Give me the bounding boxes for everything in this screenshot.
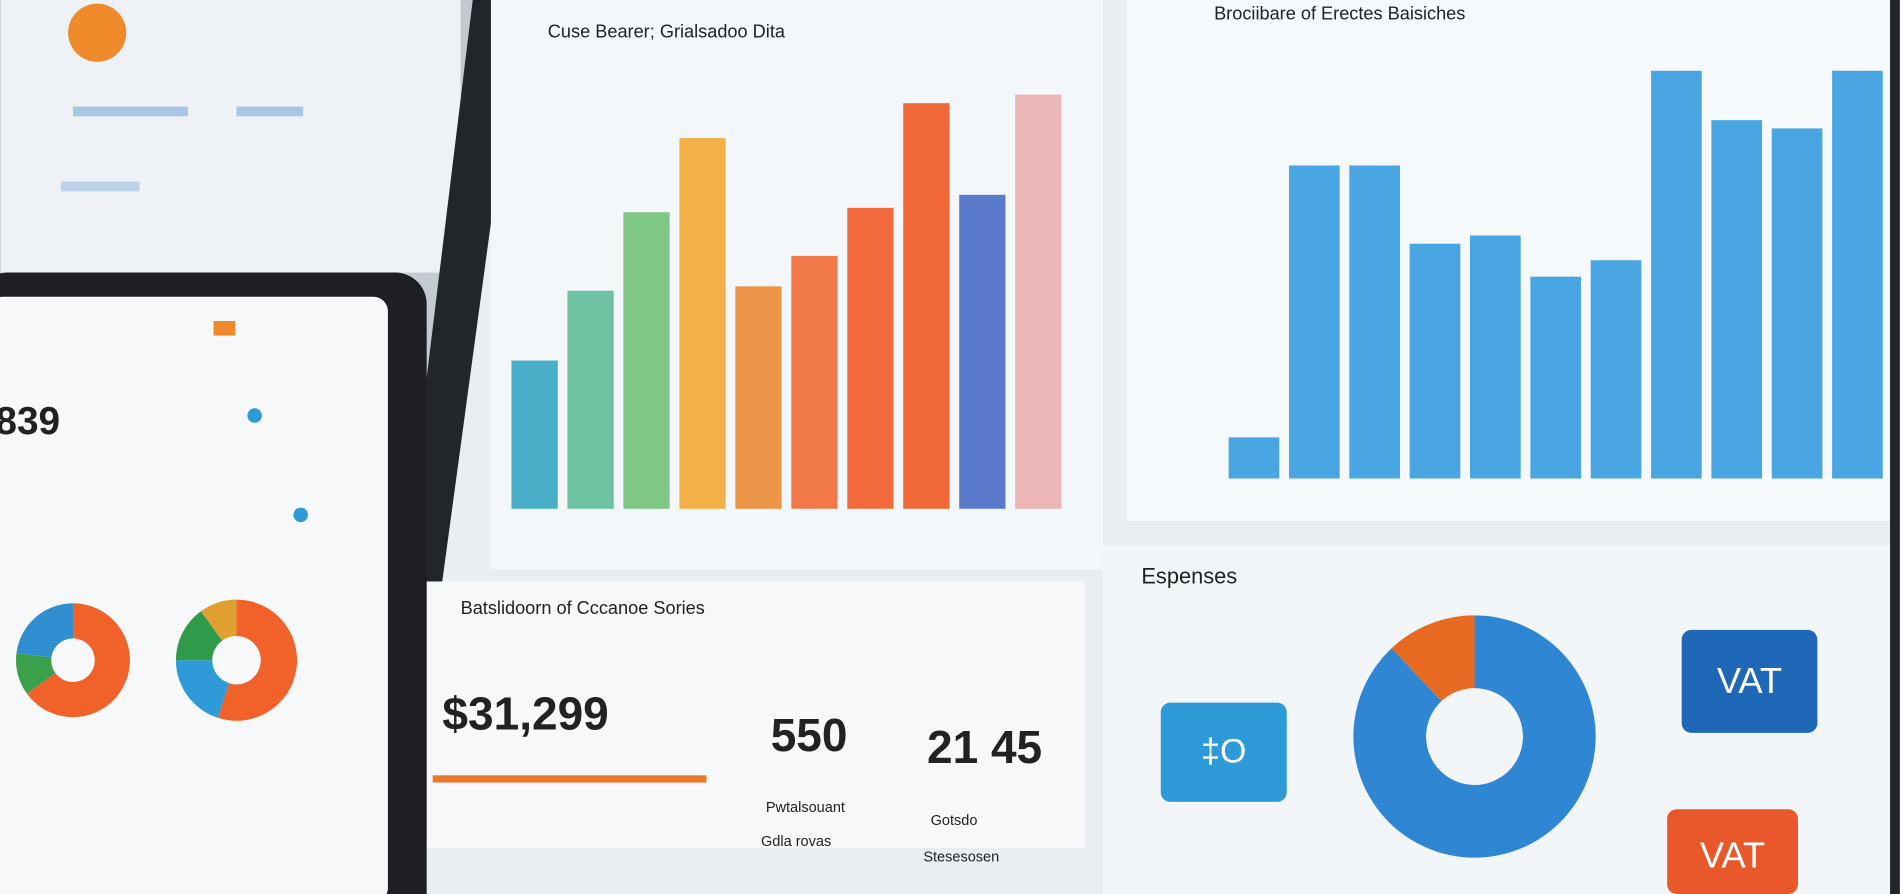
- progress-line: [432, 775, 707, 783]
- summary-panel: [418, 581, 1085, 848]
- summary-title: Batslidoorn of Cccanoe Sories: [461, 598, 705, 618]
- tablet-icon: [213, 321, 236, 336]
- vat-button-label: VAT: [1717, 660, 1782, 701]
- donut-slice: [175, 611, 223, 661]
- bar: [1530, 276, 1582, 479]
- vat-button[interactable]: [1681, 629, 1818, 733]
- bar: [1409, 243, 1461, 479]
- summary-label: Gdla rovas: [761, 834, 831, 850]
- back-line: [72, 106, 189, 117]
- bar: [511, 360, 558, 509]
- vat-button[interactable]: [1667, 809, 1798, 894]
- bar: [959, 194, 1006, 509]
- bar: [1711, 120, 1763, 479]
- icon-button-label: ‡O: [1201, 732, 1246, 770]
- bar: [1228, 437, 1280, 479]
- summary-label: Gotsdo: [931, 813, 978, 829]
- amount: $31,299: [442, 687, 608, 739]
- donut-slice: [1353, 615, 1596, 858]
- right-chart-title: Brociibare of Erectes Baisiches: [1214, 3, 1465, 23]
- tablet-screen: [0, 296, 388, 894]
- bar: [1590, 260, 1642, 479]
- time: 21 45: [927, 721, 1042, 773]
- summary-label: Stesesosen: [923, 850, 999, 866]
- vat-button-label: VAT: [1700, 834, 1765, 875]
- donut-slice: [200, 599, 237, 641]
- tablet-icon: [247, 408, 262, 423]
- tablet-icon: [293, 507, 308, 523]
- bar: [1651, 70, 1702, 479]
- donut-slice: [16, 603, 73, 658]
- bar: [1771, 128, 1823, 479]
- count: 550: [771, 709, 848, 761]
- bar: [1470, 235, 1521, 479]
- bar: [567, 290, 614, 509]
- donut-slice: [217, 599, 298, 721]
- donut-slice: [175, 660, 230, 718]
- icon-button[interactable]: [1160, 702, 1287, 802]
- bar: [735, 286, 782, 509]
- back-line: [60, 181, 140, 192]
- bar: [1349, 165, 1400, 479]
- bar: [847, 207, 894, 509]
- tablet-number: 839: [0, 400, 60, 443]
- back-line: [236, 106, 304, 117]
- summary-label: Pwtalsouant: [766, 800, 845, 816]
- bar: [623, 212, 670, 509]
- bar: [1288, 165, 1340, 479]
- donut-slice: [26, 603, 130, 718]
- main-chart-title: Cuse Bearer; Grialsadoo Dita: [548, 22, 786, 42]
- bar: [1015, 94, 1062, 509]
- bar: [679, 138, 726, 509]
- donut-slice: [1391, 615, 1475, 702]
- bar: [791, 255, 838, 509]
- donut-slice: [16, 653, 56, 694]
- expenses-title: Espenses: [1141, 564, 1237, 589]
- bar: [1832, 70, 1883, 479]
- back-icon: [68, 3, 127, 62]
- bar: [903, 103, 950, 509]
